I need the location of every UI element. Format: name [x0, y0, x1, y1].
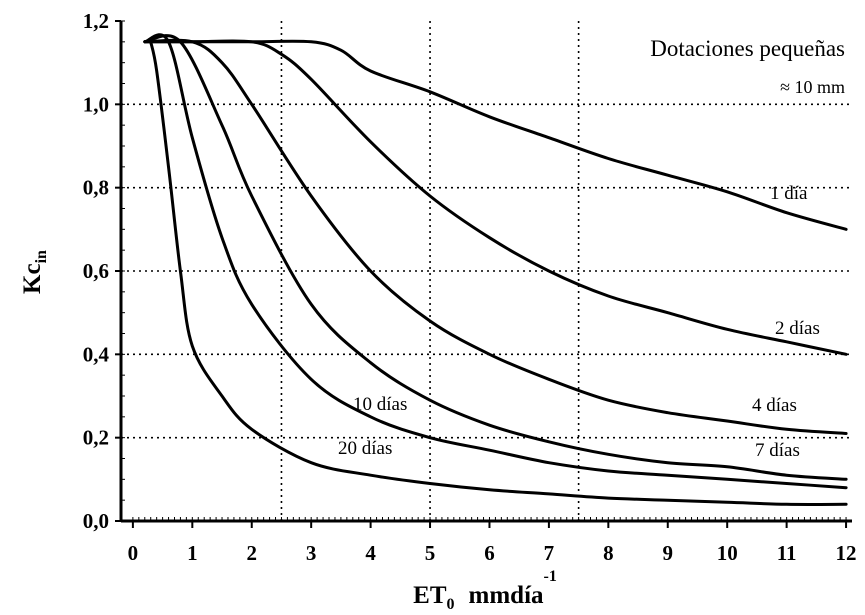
x-tick-label: 9: [663, 541, 674, 565]
y-tick-label: 1,2: [83, 9, 109, 33]
x-tick-label: 11: [777, 541, 797, 565]
x-axis-title-unit: mmdía: [469, 582, 545, 609]
series-line: [143, 39, 848, 356]
series-label: 7 días: [755, 440, 800, 461]
y-tick-label: 0,2: [83, 426, 109, 450]
x-tick-label: 8: [603, 541, 614, 565]
series-label: 4 días: [752, 395, 797, 416]
grid-layer: [121, 21, 852, 521]
series-label: 2 días: [775, 318, 820, 339]
series-label: 20 días: [338, 438, 392, 459]
y-axis-title: Kcin: [19, 250, 50, 294]
y-tick-label: 0,4: [83, 342, 110, 366]
x-tick-label: 5: [425, 541, 436, 565]
series-line: [149, 40, 848, 506]
x-axis-title-sup: -1: [544, 568, 557, 585]
annotation-title: Dotaciones pequeñas: [650, 36, 845, 61]
x-tick-label: 0: [128, 541, 139, 565]
series-line: [143, 34, 848, 481]
y-axis-title-main: Kc: [19, 263, 46, 294]
x-tick-label: 2: [246, 541, 257, 565]
series-line: [143, 33, 848, 490]
series-line: [143, 38, 848, 435]
x-tick-label: 10: [717, 541, 738, 565]
x-axis-title-main: ET: [413, 582, 447, 609]
y-tick-label: 0,6: [83, 259, 109, 283]
x-tick-label: 12: [836, 541, 857, 565]
series-layer: [143, 33, 848, 506]
y-tick-label: 0,0: [83, 509, 109, 533]
y-tick-label: 1,0: [83, 92, 109, 116]
x-axis-title: ET0 mmdía-1: [413, 568, 557, 613]
x-tick-label: 1: [187, 541, 198, 565]
x-tick-label: 7: [544, 541, 555, 565]
x-tick-label: 3: [306, 541, 317, 565]
x-axis-title-sub: 0: [447, 596, 455, 613]
x-tick-label: 4: [365, 541, 376, 565]
series-label: 1 día: [770, 183, 808, 204]
svg-text:Kcin: Kcin: [19, 250, 50, 294]
series-line: [143, 39, 848, 231]
ticks-layer: 0,00,20,40,60,81,01,20 1 2 3 4 5 6 7 8 9 10 11 12: [83, 9, 857, 565]
series-label: 10 días: [353, 394, 407, 415]
x-tick-label: 6: [484, 541, 495, 565]
y-tick-label: 0,8: [83, 176, 109, 200]
labels-layer: Dotaciones pequeñas ≈ 10 mm 1 día 2 días 4…: [338, 36, 845, 461]
y-axis-title-sub: in: [33, 250, 50, 263]
annotation-subtitle: ≈ 10 mm: [780, 77, 845, 97]
